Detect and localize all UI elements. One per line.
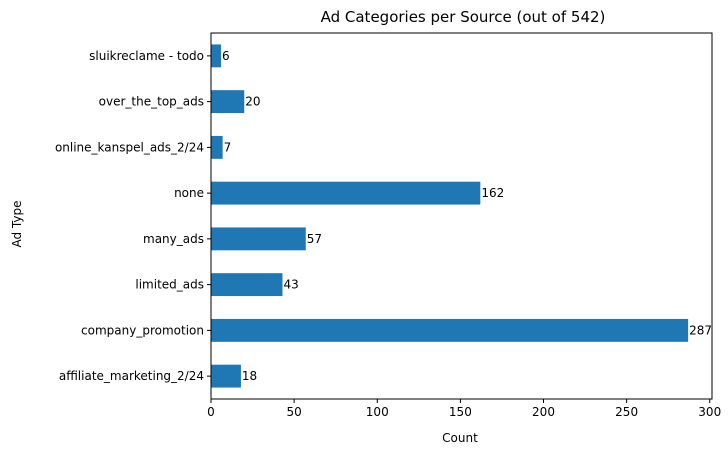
x-tick-label: 150 bbox=[449, 405, 472, 419]
y-tick-label: company_promotion bbox=[81, 323, 204, 337]
y-axis-label: Ad Type bbox=[10, 201, 24, 248]
bar-2 bbox=[211, 135, 223, 159]
x-tick-label: 250 bbox=[615, 405, 638, 419]
bar-7 bbox=[211, 364, 241, 388]
value-label: 162 bbox=[481, 186, 504, 200]
value-label: 43 bbox=[283, 278, 298, 292]
y-tick-label: none bbox=[174, 186, 204, 200]
bar-1 bbox=[211, 90, 245, 114]
y-tick-label: many_ads bbox=[143, 232, 204, 246]
plot-area: 6 sluikreclame - todo 20 over_the_top_ads 7 o… bbox=[55, 32, 721, 419]
value-label: 7 bbox=[224, 140, 232, 154]
value-label: 20 bbox=[245, 95, 260, 109]
y-tick-label: online_kanspel_ads_2/24 bbox=[55, 140, 204, 154]
bar-3 bbox=[211, 181, 481, 205]
bar-6 bbox=[211, 318, 689, 342]
value-label: 57 bbox=[307, 232, 322, 246]
x-tick-label: 50 bbox=[286, 405, 301, 419]
x-tick-label: 100 bbox=[366, 405, 389, 419]
x-axis-label: Count bbox=[442, 431, 478, 445]
y-tick-label: sluikreclame - todo bbox=[89, 49, 204, 63]
bar-0 bbox=[211, 44, 221, 68]
bar-5 bbox=[211, 273, 283, 297]
y-tick-label: limited_ads bbox=[135, 278, 204, 292]
value-label: 287 bbox=[689, 323, 712, 337]
x-tick-label: 200 bbox=[532, 405, 555, 419]
value-label: 6 bbox=[222, 49, 230, 63]
axes-frame bbox=[210, 32, 713, 400]
bar-4 bbox=[211, 227, 306, 251]
x-tick-label: 0 bbox=[207, 405, 215, 419]
y-tick-label: affiliate_marketing_2/24 bbox=[59, 369, 204, 383]
x-tick-label: 300 bbox=[698, 405, 721, 419]
chart-title: Ad Categories per Source (out of 542) bbox=[321, 8, 606, 26]
value-label: 18 bbox=[242, 369, 257, 383]
y-tick-label: over_the_top_ads bbox=[99, 95, 204, 109]
